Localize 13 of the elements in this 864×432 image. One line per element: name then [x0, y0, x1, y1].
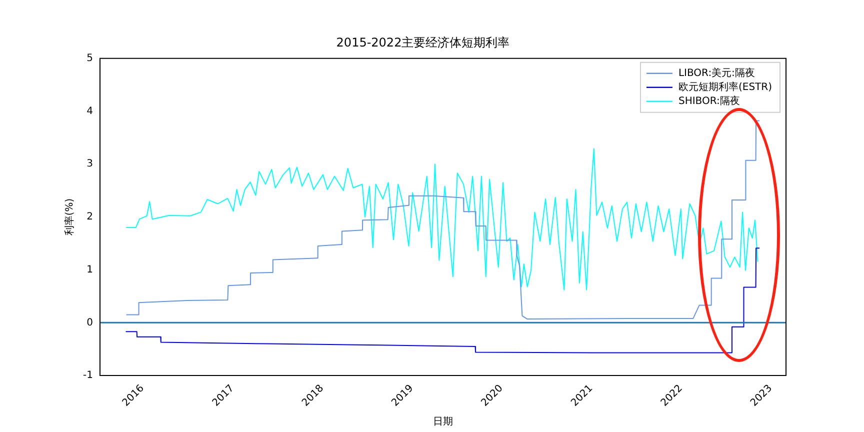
y-tick-label: 1 [86, 264, 93, 276]
y-tick-label: 3 [86, 158, 93, 170]
y-tick-label: 2 [86, 212, 93, 223]
legend-label: LIBOR:美元:隔夜 [678, 66, 755, 79]
chart-title: 2015-2022主要经济体短期利率 [336, 35, 510, 50]
y-tick-label: 5 [86, 52, 93, 64]
y-axis-title: 利率(%) [64, 198, 76, 236]
y-tick-label: 4 [86, 106, 93, 117]
legend-label: 欧元短期利率(ESTR) [678, 80, 772, 93]
y-tick-label: 0 [86, 317, 93, 328]
legend-label: SHIBOR:隔夜 [678, 94, 740, 107]
x-axis-title: 日期 [432, 416, 453, 428]
y-tick-label: -1 [82, 370, 93, 382]
